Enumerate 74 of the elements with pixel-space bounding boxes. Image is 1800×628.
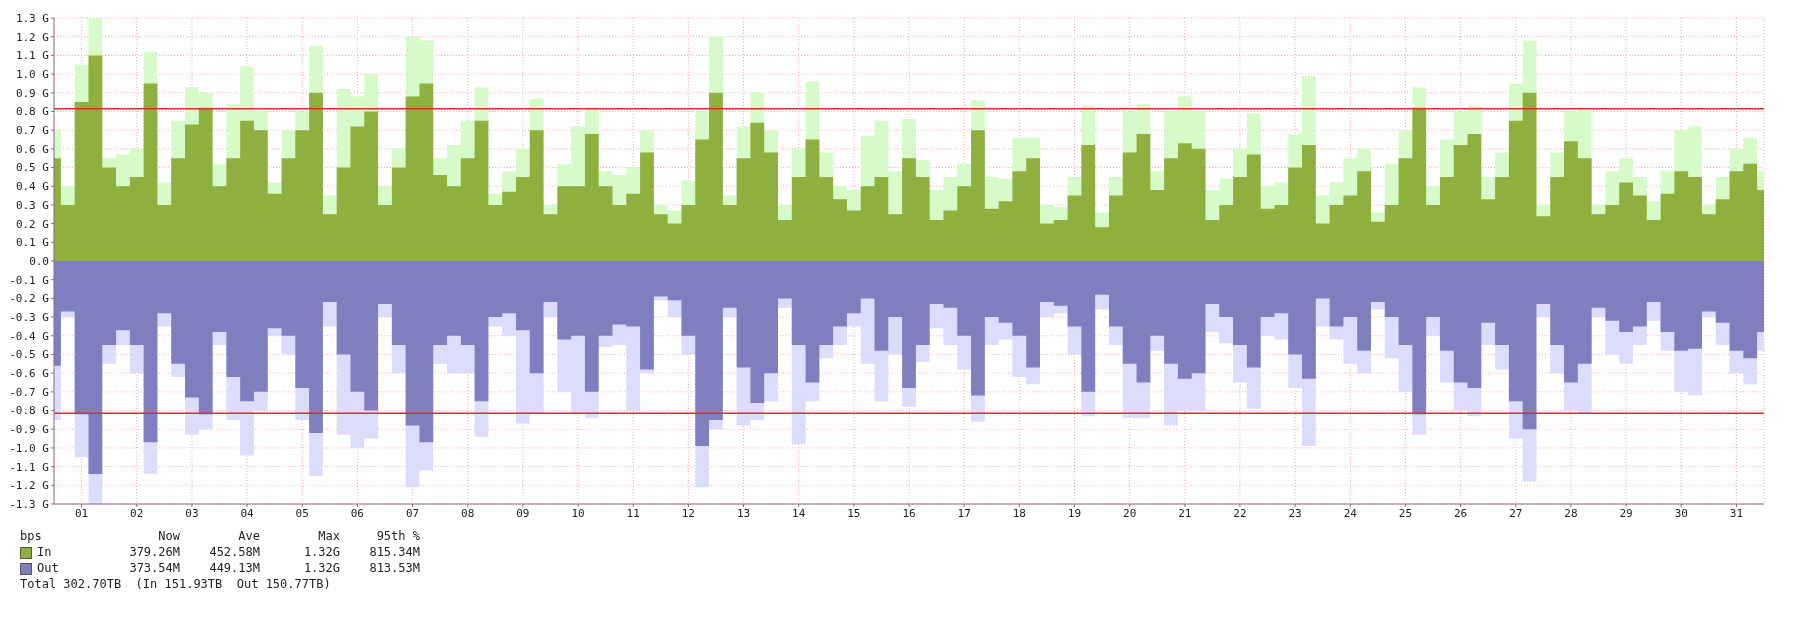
y-tick-label: 0.2 G (15, 217, 49, 231)
text: Ave (237, 528, 261, 544)
text: Now (157, 528, 181, 544)
x-tick-label: 02 (130, 506, 144, 520)
x-tick-label: 10 (571, 506, 585, 520)
x-tick-label: 19 (1067, 506, 1082, 520)
text: 452.58M (208, 544, 261, 560)
x-tick-label: 27 (1509, 506, 1523, 520)
y-tick-label: -0.3 G (9, 310, 49, 324)
y-tick-label: -1.0 G (9, 441, 49, 455)
y-tick-label: 1.0 G (15, 67, 49, 81)
x-tick-label: 13 (736, 506, 751, 520)
y-tick-label: -0.5 G (9, 348, 49, 362)
text: bps (20, 528, 43, 544)
x-tick-label: 15 (847, 506, 861, 520)
x-tick-label: 14 (792, 506, 806, 520)
x-tick-label: 24 (1343, 506, 1358, 520)
x-tick-label: 04 (240, 506, 255, 520)
y-tick-label: -0.1 G (9, 273, 49, 287)
x-tick-label: 05 (295, 506, 309, 520)
x-tick-label: 22 (1233, 506, 1247, 520)
y-tick-label: 0.0 (29, 254, 49, 268)
y-tick-label: -0.9 G (9, 423, 49, 437)
text: 1.32G (302, 544, 341, 560)
y-tick-label: 1.3 G (15, 11, 49, 25)
text: Max (317, 528, 341, 544)
x-tick-label: 20 (1123, 506, 1137, 520)
text: 449.13M (208, 560, 261, 576)
x-tick-label: 03 (185, 506, 199, 520)
y-tick-label: 0.1 G (15, 236, 49, 250)
y-tick-label: -1.1 G (9, 460, 49, 474)
y-tick-label: 0.3 G (15, 198, 49, 212)
y-tick-label: -0.4 G (9, 329, 49, 343)
y-tick-label: 0.8 G (15, 105, 49, 119)
y-tick-label: -0.8 G (9, 404, 49, 418)
x-tick-label: 11 (626, 506, 640, 520)
x-tick-label: 07 (405, 506, 420, 520)
x-tick-label: 30 (1674, 506, 1688, 520)
y-tick-label: 0.5 G (15, 161, 49, 175)
x-tick-label: 01 (74, 506, 89, 520)
x-tick-label: 31 (1729, 506, 1744, 520)
text: 379.26M (128, 544, 181, 560)
y-tick-label: -1.3 G (9, 497, 49, 511)
x-tick-label: 23 (1288, 506, 1302, 520)
x-tick-label: 29 (1619, 506, 1633, 520)
y-tick-label: -0.6 G (9, 367, 49, 381)
y-tick-label: 0.4 G (15, 180, 49, 194)
x-tick-label: 21 (1178, 506, 1192, 520)
text: 1.32G (302, 560, 341, 576)
legend-label: Out (36, 560, 60, 576)
y-tick-label: 0.6 G (15, 142, 49, 156)
x-tick-label: 09 (516, 506, 530, 520)
y-tick-label: -0.7 G (9, 385, 49, 399)
x-tick-label: 08 (461, 506, 475, 520)
y-tick-label: 1.1 G (15, 49, 49, 63)
legend-label: In (36, 544, 53, 560)
text: 813.53M (368, 560, 421, 576)
x-tick-label: 18 (1012, 506, 1026, 520)
x-tick-label: 26 (1453, 506, 1468, 520)
text: Total 302.70TB (In 151.93TB Out 150.77TB) (20, 576, 332, 592)
y-tick-label: -1.2 G (9, 479, 49, 493)
x-tick-label: 17 (957, 506, 971, 520)
y-tick-label: -0.2 G (9, 292, 49, 306)
x-tick-label: 06 (350, 506, 365, 520)
x-tick-label: 12 (681, 506, 695, 520)
text: 815.34M (368, 544, 421, 560)
y-tick-label: 0.9 G (15, 86, 49, 100)
y-tick-label: 0.7 G (15, 124, 49, 138)
x-tick-label: 16 (902, 506, 916, 520)
text: 373.54M (128, 560, 181, 576)
y-tick-label: 1.2 G (15, 30, 49, 44)
text: 95th % (375, 528, 421, 544)
x-tick-label: 28 (1564, 506, 1578, 520)
x-tick-label: 25 (1398, 506, 1413, 520)
